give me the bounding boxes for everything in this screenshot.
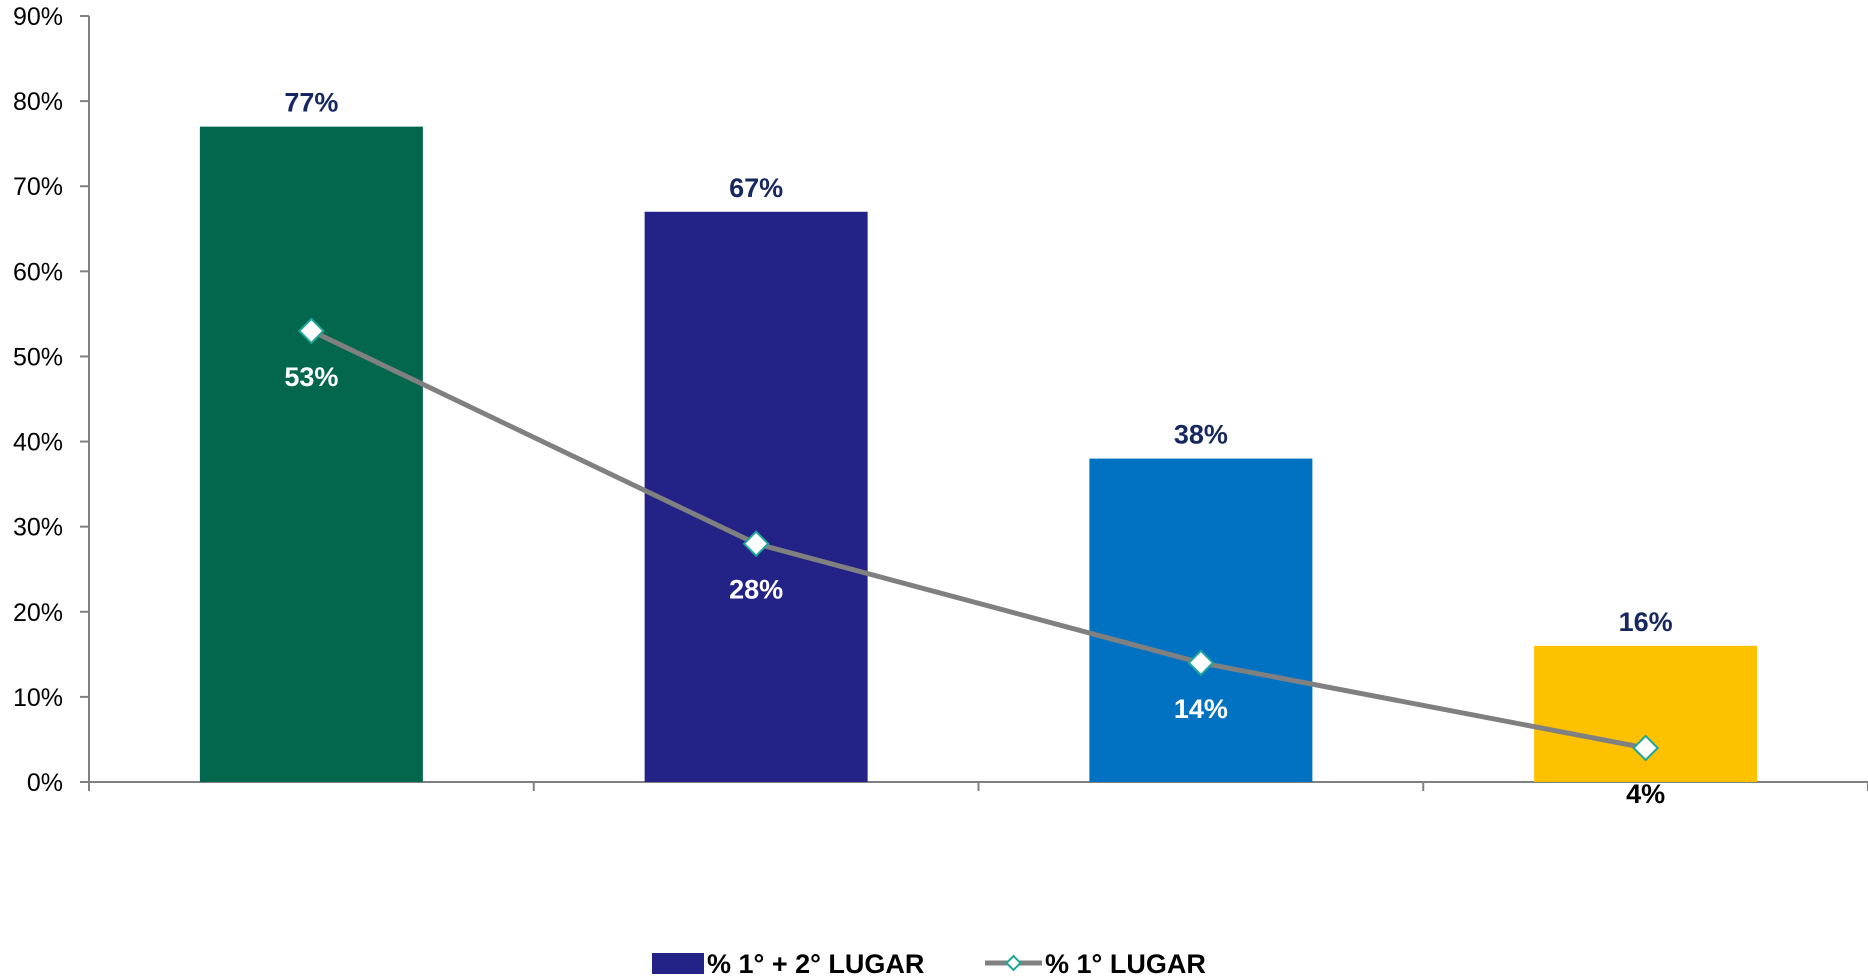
line-point-marker [742, 530, 770, 558]
line-value-label: 28% [729, 575, 783, 605]
line-value-label: 4% [1626, 779, 1665, 809]
line-point-marker [1187, 649, 1215, 677]
y-tick-label: 40% [13, 429, 63, 457]
y-tick-label: 20% [13, 599, 63, 627]
y-tick-label: 10% [13, 684, 63, 712]
y-tick-label: 60% [13, 258, 63, 286]
y-tick-label: 90% [13, 3, 63, 31]
legend-bar-label: % 1° + 2° LUGAR [707, 949, 924, 979]
bar-value-label: 67% [729, 173, 783, 203]
bar-value-label: 16% [1619, 607, 1673, 637]
legend-line-marker [1005, 954, 1022, 972]
legend: % 1° + 2° LUGAR % 1° LUGAR [652, 949, 1206, 979]
bar-data-labels: 77% 67% 38% 16% [284, 88, 1672, 637]
legend-line-label: % 1° LUGAR [1045, 949, 1206, 979]
line-data-labels: 53% 28% 14% 4% [284, 362, 1665, 809]
series-line [310, 328, 1647, 751]
legend-bar-swatch [652, 953, 704, 974]
bar [199, 126, 423, 782]
bar-series [199, 126, 1758, 782]
y-tick-label: 0% [27, 769, 63, 797]
bar [644, 211, 868, 782]
y-axis: 0% 10% 20% 30% 40% 50% 60% 70% 80% 90% [13, 3, 90, 797]
line-point-marker [297, 317, 325, 345]
line-value-label: 14% [1174, 694, 1228, 724]
line-value-label: 53% [284, 362, 338, 392]
line-point-marker [1632, 734, 1660, 762]
y-tick-label: 70% [13, 173, 63, 201]
y-tick-label: 50% [13, 343, 63, 371]
bar-value-label: 38% [1174, 420, 1228, 450]
y-tick-label: 30% [13, 514, 63, 542]
line-series [297, 317, 1660, 762]
bar [1534, 645, 1758, 782]
y-tick-label: 80% [13, 88, 63, 116]
x-axis [88, 781, 1868, 791]
bar-value-label: 77% [284, 88, 338, 118]
bar [1089, 458, 1313, 782]
